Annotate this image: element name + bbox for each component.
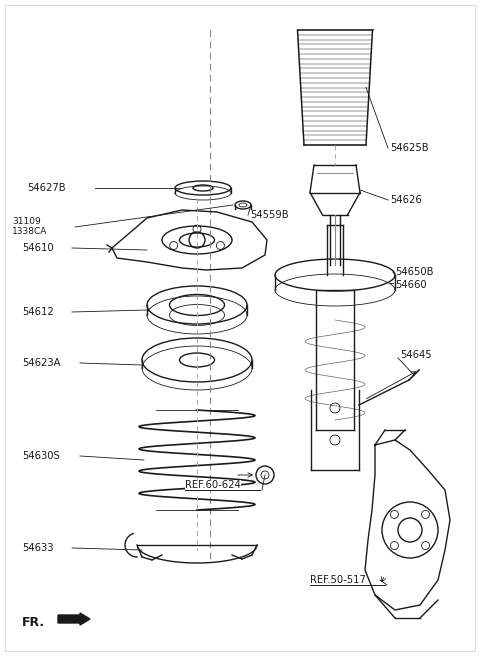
Text: 54610: 54610 [22, 243, 54, 253]
Text: 54660: 54660 [395, 280, 427, 290]
Text: 54623A: 54623A [22, 358, 60, 368]
Text: 54626: 54626 [390, 195, 422, 205]
Text: 54612: 54612 [22, 307, 54, 317]
Text: 54630S: 54630S [22, 451, 60, 461]
Text: 54650B: 54650B [395, 267, 433, 277]
Text: 54625B: 54625B [390, 143, 429, 153]
Text: 54633: 54633 [22, 543, 53, 553]
Text: 54627B: 54627B [27, 183, 66, 193]
FancyArrow shape [58, 613, 90, 625]
Text: 54645: 54645 [400, 350, 432, 360]
Text: REF.50-517: REF.50-517 [310, 575, 366, 585]
Text: 1338CA: 1338CA [12, 228, 48, 237]
Text: REF.60-624: REF.60-624 [185, 480, 241, 490]
Text: FR.: FR. [22, 615, 45, 628]
Text: 31109: 31109 [12, 218, 41, 226]
Text: 54559B: 54559B [250, 210, 288, 220]
